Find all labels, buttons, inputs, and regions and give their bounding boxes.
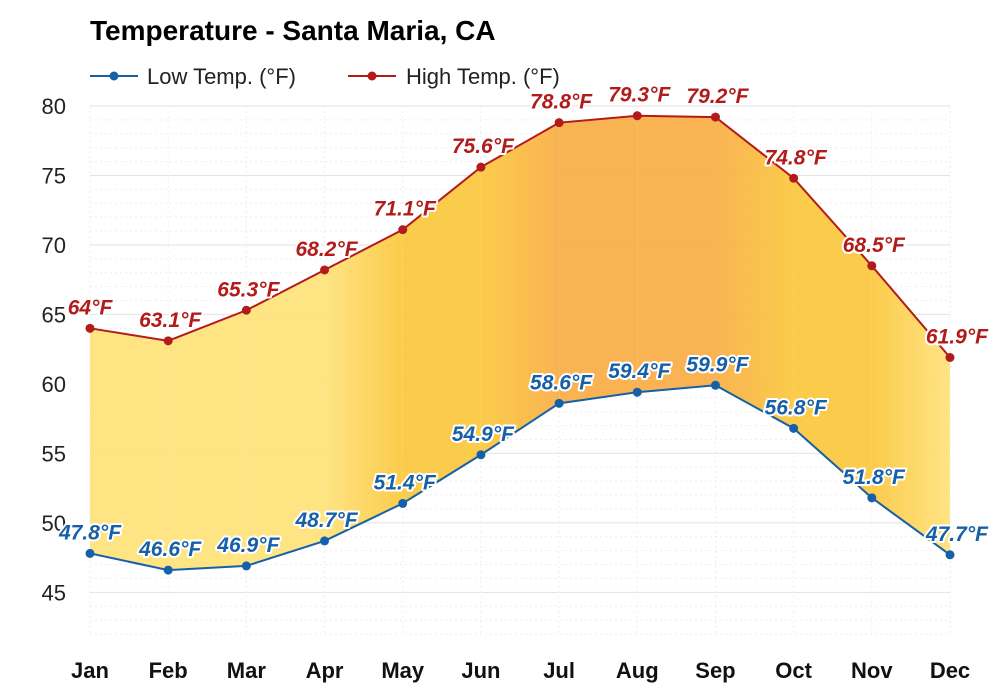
- x-tick-label: Sep: [695, 658, 735, 683]
- y-tick-label: 50: [42, 511, 66, 536]
- high-temp-point[interactable]: [867, 261, 877, 271]
- range-fill-segment: [324, 229, 403, 541]
- legend: Low Temp. (°F) High Temp. (°F): [90, 64, 560, 89]
- range-fill-segment: [715, 117, 794, 429]
- x-tick-label: Aug: [616, 658, 659, 683]
- high-temp-label: 71.1°F: [374, 198, 437, 221]
- low-temp-label: 46.9°F: [216, 534, 280, 557]
- x-tick-label: Mar: [227, 658, 267, 683]
- low-temp-point[interactable]: [476, 450, 486, 460]
- low-temp-label: 46.6°F: [138, 538, 202, 561]
- high-temp-point[interactable]: [85, 323, 95, 333]
- high-temp-point[interactable]: [398, 225, 408, 235]
- low-temp-point[interactable]: [163, 565, 173, 575]
- x-tick-label: Jan: [71, 658, 109, 683]
- x-tick-label: Nov: [851, 658, 893, 683]
- legend-item-high[interactable]: High Temp. (°F): [348, 64, 560, 89]
- high-temp-label: 75.6°F: [452, 135, 515, 158]
- range-fill-segment: [480, 122, 560, 455]
- low-temp-line: [89, 384, 951, 572]
- high-temp-label: 61.9°F: [926, 325, 989, 348]
- data-labels: 47.8°F 46.6°F 46.9°F 48.7°F 51.4°F 54.9°F 58.6…: [56, 82, 991, 563]
- high-temp-label: 74.8°F: [765, 146, 828, 169]
- x-tick-label: Jun: [461, 658, 500, 683]
- high-temp-point[interactable]: [710, 112, 720, 122]
- high-temp-point[interactable]: [163, 336, 173, 346]
- range-fill-segment: [246, 269, 325, 566]
- x-tick-label: Oct: [775, 658, 812, 683]
- high-temp-point[interactable]: [320, 265, 330, 275]
- high-temp-label: 65.3°F: [217, 278, 280, 301]
- high-temp-point[interactable]: [476, 162, 486, 172]
- legend-low-marker: [109, 71, 119, 81]
- low-temp-label: 56.8°F: [765, 396, 828, 419]
- low-temp-point[interactable]: [789, 423, 799, 433]
- low-temp-point[interactable]: [867, 493, 877, 503]
- high-temp-point[interactable]: [789, 173, 799, 183]
- x-tick-label: Feb: [149, 658, 188, 683]
- low-temp-point[interactable]: [710, 380, 720, 390]
- low-temp-point[interactable]: [85, 548, 95, 558]
- high-temp-point[interactable]: [241, 305, 251, 315]
- y-tick-label: 65: [42, 302, 66, 327]
- legend-low-label: Low Temp. (°F): [147, 64, 296, 89]
- y-tick-label: 80: [42, 94, 66, 119]
- low-temp-point[interactable]: [241, 561, 251, 571]
- high-temp-point[interactable]: [554, 118, 564, 128]
- range-fill-segment: [168, 310, 247, 571]
- high-temp-point[interactable]: [945, 352, 955, 362]
- y-tick-label: 60: [42, 372, 66, 397]
- legend-high-label: High Temp. (°F): [406, 64, 560, 89]
- low-temp-label: 47.7°F: [925, 523, 989, 546]
- low-temp-label: 59.4°F: [608, 360, 671, 383]
- low-temp-label: 51.8°F: [843, 466, 906, 489]
- series-lines: [89, 114, 951, 572]
- high-temp-point[interactable]: [632, 111, 642, 121]
- x-tick-label: Jul: [543, 658, 575, 683]
- high-temp-label: 64°F: [68, 296, 114, 319]
- low-temp-point[interactable]: [945, 550, 955, 560]
- temperature-range-fill: [90, 115, 950, 571]
- x-tick-label: May: [381, 658, 425, 683]
- low-temp-point[interactable]: [632, 387, 642, 397]
- y-tick-label: 55: [42, 441, 66, 466]
- low-temp-label: 51.4°F: [374, 471, 437, 494]
- x-tick-label: Dec: [930, 658, 970, 683]
- range-fill-segment: [793, 178, 872, 498]
- low-temp-label: 48.7°F: [294, 509, 358, 532]
- range-fill-segment: [871, 265, 950, 555]
- range-fill-segment: [637, 115, 716, 393]
- high-temp-label: 68.5°F: [843, 234, 906, 257]
- low-temp-label: 58.6°F: [530, 371, 593, 394]
- low-temp-point[interactable]: [554, 398, 564, 408]
- legend-item-low[interactable]: Low Temp. (°F): [90, 64, 296, 89]
- low-temp-label: 47.8°F: [58, 521, 122, 544]
- low-temp-label: 59.9°F: [686, 353, 749, 376]
- high-temp-label: 79.2°F: [686, 85, 749, 108]
- y-tick-label: 75: [42, 163, 66, 188]
- low-temp-point[interactable]: [398, 498, 408, 508]
- high-temp-line: [89, 114, 951, 359]
- range-fill-segment: [402, 167, 481, 504]
- legend-high-marker: [367, 71, 377, 81]
- high-temp-label: 63.1°F: [139, 309, 202, 332]
- y-tick-label: 45: [42, 580, 66, 605]
- range-fill-segment: [90, 328, 169, 571]
- range-fill-segment: [559, 115, 638, 404]
- x-tick-label: Apr: [306, 658, 344, 683]
- low-temp-point[interactable]: [320, 536, 330, 546]
- chart-title: Temperature - Santa Maria, CA: [90, 15, 496, 46]
- x-axis: Jan Feb Mar Apr May Jun Jul Aug Sep Oct Nov Dec: [71, 658, 970, 683]
- data-points: [85, 111, 955, 575]
- low-temp-label: 54.9°F: [452, 423, 515, 446]
- high-temp-label: 79.3°F: [608, 84, 671, 107]
- y-tick-label: 70: [42, 233, 66, 258]
- high-temp-label: 68.2°F: [295, 238, 358, 261]
- high-temp-label: 78.8°F: [530, 91, 593, 114]
- y-axis: 45 50 55 60 65 70 75 80: [42, 94, 66, 605]
